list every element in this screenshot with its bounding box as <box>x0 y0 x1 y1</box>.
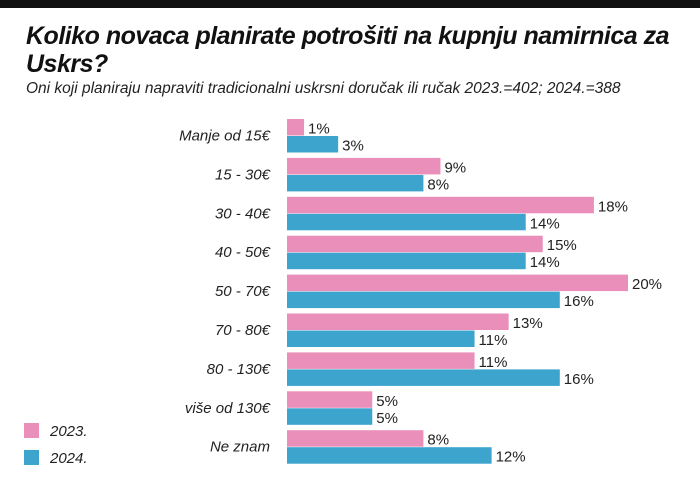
top-bar <box>0 0 700 8</box>
data-label: 3% <box>342 138 364 155</box>
legend-swatch-2023 <box>24 423 39 438</box>
bar-2024-8 <box>287 447 492 464</box>
bar-2023-5 <box>287 313 509 330</box>
bar-2024-0 <box>287 136 339 153</box>
data-label: 14% <box>530 215 560 232</box>
data-label: 5% <box>376 393 398 410</box>
data-label: 11% <box>479 332 508 349</box>
data-label: 20% <box>632 276 662 293</box>
category-label: Manje od 15€ <box>179 128 271 145</box>
bar-2024-4 <box>287 291 560 309</box>
data-label: 13% <box>513 315 543 332</box>
bar-2023-1 <box>287 157 441 175</box>
data-label: 9% <box>444 159 466 176</box>
legend-label: 2023. <box>49 423 88 440</box>
data-label: 1% <box>308 121 330 138</box>
legend-swatch-2024 <box>24 450 39 465</box>
chart-title: Koliko novaca planirate potrošiti na kup… <box>26 22 669 78</box>
data-label: 11% <box>479 354 508 371</box>
bar-2024-1 <box>287 174 424 192</box>
bar-2023-4 <box>287 274 628 292</box>
category-label: Ne znam <box>210 439 270 456</box>
bar-2024-2 <box>287 213 526 231</box>
bar-2023-2 <box>287 196 594 214</box>
data-label: 15% <box>547 237 577 254</box>
data-label: 18% <box>598 198 628 215</box>
legend-label: 2024. <box>49 450 88 467</box>
bar-2023-0 <box>287 119 305 136</box>
category-label: 70 - 80€ <box>215 322 271 339</box>
bar-2023-8 <box>287 430 424 447</box>
category-label: 30 - 40€ <box>215 205 271 222</box>
bar-2024-5 <box>287 330 475 347</box>
data-label: 5% <box>376 410 398 427</box>
bar-2024-3 <box>287 252 526 270</box>
bar-2023-7 <box>287 391 373 408</box>
data-label: 16% <box>564 371 594 388</box>
bar-2024-7 <box>287 408 373 425</box>
bar-2023-6 <box>287 352 475 369</box>
category-label: više od 130€ <box>185 400 271 417</box>
chart-subtitle: Oni koji planiraju napraviti tradicional… <box>26 80 621 97</box>
data-label: 14% <box>530 254 560 271</box>
data-label: 8% <box>427 176 449 193</box>
data-label: 12% <box>496 449 526 466</box>
category-label: 80 - 130€ <box>207 361 271 378</box>
category-label: 15 - 30€ <box>215 166 271 183</box>
data-label: 16% <box>564 293 594 310</box>
bar-2023-3 <box>287 235 543 253</box>
category-label: 50 - 70€ <box>215 283 271 300</box>
category-label: 40 - 50€ <box>215 244 271 261</box>
data-label: 8% <box>427 432 449 449</box>
bar-2024-6 <box>287 369 560 386</box>
